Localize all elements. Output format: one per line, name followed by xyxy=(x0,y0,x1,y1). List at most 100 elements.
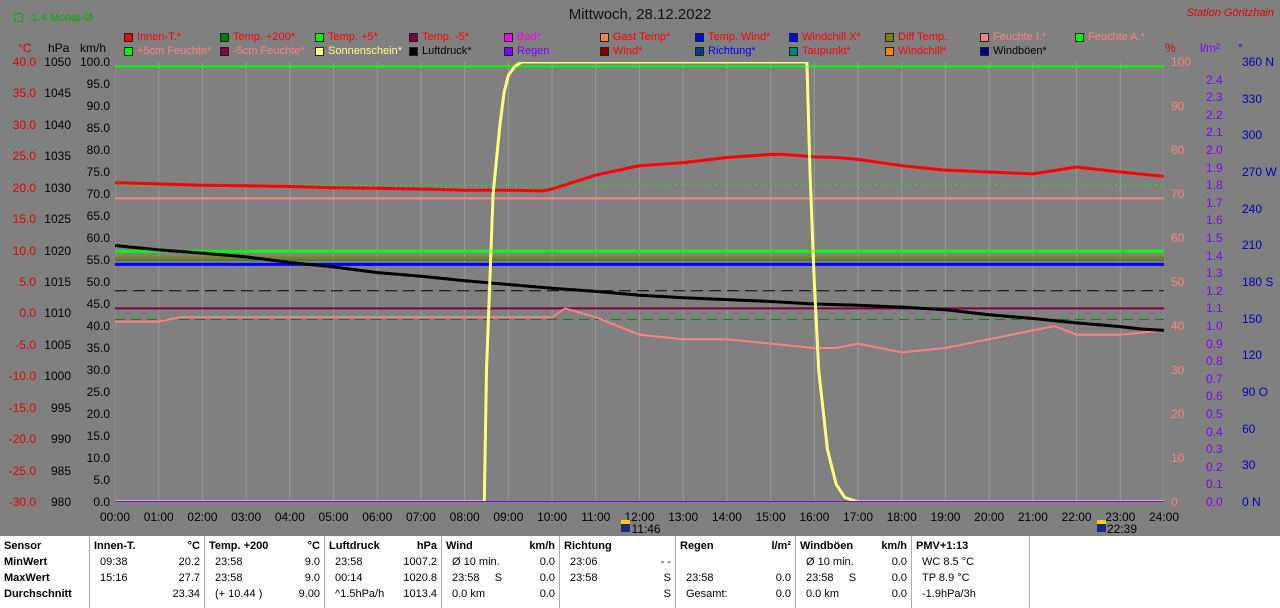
tick-label-lm2: 0.2 xyxy=(1206,459,1223,474)
tick-label-lm2: 0.6 xyxy=(1206,389,1223,404)
legend-label: Temp. +200* xyxy=(233,31,296,43)
legend-swatch xyxy=(315,46,324,56)
tick-label-hpa: 1050 xyxy=(44,55,71,69)
stats-header: Regen l/m² xyxy=(680,538,791,554)
stats-cell-left: 23:58 xyxy=(570,572,598,584)
legend-item[interactable]: Regen xyxy=(504,45,549,57)
stats-value-row: S xyxy=(564,586,671,602)
stats-title: Regen xyxy=(680,540,714,552)
tick-label-kmh: 10.0 xyxy=(86,451,110,465)
legend-item[interactable]: Temp. -5* xyxy=(409,31,469,43)
stats-table: Sensor MinWert MaxWert Durchschnitt Innen-T.… xyxy=(0,536,1280,608)
stats-value-row: 23:58 9.0 xyxy=(209,554,320,570)
stats-cell-right: 1013.4 xyxy=(403,588,437,600)
legend-item[interactable]: Temp. +5* xyxy=(315,31,378,43)
tick-label-lm2: 0.4 xyxy=(1206,424,1223,439)
legend-item[interactable]: Wind* xyxy=(600,45,642,57)
tick-label-lm2: 1.6 xyxy=(1206,213,1223,228)
monat-checkbox[interactable] xyxy=(14,13,23,22)
stats-row-label: Sensor xyxy=(4,540,42,552)
tick-label-lm2: 1.3 xyxy=(1206,266,1223,281)
x-tick-label: 22:00 xyxy=(1061,510,1092,524)
stats-cell-left: 23:58 xyxy=(215,556,243,568)
stats-unit: °C xyxy=(307,540,320,552)
legend-swatch xyxy=(695,46,704,56)
tick-label-kmh: 75.0 xyxy=(86,165,110,179)
tick-label-c: 10.0 xyxy=(12,243,36,258)
stats-cell-right: 0.0 xyxy=(775,572,791,584)
legend-label: Regen xyxy=(517,45,550,57)
legend-item[interactable]: Diff Temp. xyxy=(885,31,947,43)
legend-swatch xyxy=(124,32,133,42)
legend-swatch xyxy=(695,32,704,42)
stats-column: Windböen km/h Ø 10 min. 0.0 23:58 S 0.0 0.0 km… xyxy=(796,536,912,608)
legend-swatch xyxy=(504,46,513,56)
stats-header: Wind km/h xyxy=(446,538,555,554)
legend-label: Luftdruck* xyxy=(422,45,472,57)
tick-label-lm2: 0.0 xyxy=(1206,495,1223,509)
stats-cell-left: 15:16 xyxy=(100,572,128,584)
x-tick-label: 00:00 xyxy=(99,510,131,524)
tick-label-c: 30.0 xyxy=(12,117,36,132)
legend-item[interactable]: Luftdruck* xyxy=(409,45,472,57)
tick-label-hpa: 1025 xyxy=(44,212,71,227)
tick-label-kmh: 25.0 xyxy=(86,385,110,399)
legend-item[interactable]: Feuchte A.* xyxy=(1075,31,1145,43)
stats-unit: °C xyxy=(187,540,200,552)
tick-label-kmh: 5.0 xyxy=(93,473,110,487)
legend-item[interactable]: Windchill X* xyxy=(789,31,861,43)
tick-label-lm2: 1.0 xyxy=(1206,319,1223,333)
x-tick-label: 12:00 xyxy=(624,510,655,524)
axis-unit-deg: ° xyxy=(1238,41,1243,55)
legend-item[interactable]: Sonnenschein* xyxy=(315,45,402,57)
legend-item[interactable]: Innen-T.* xyxy=(124,31,181,43)
stats-column: Temp. +200 °C 23:58 9.0 23:58 9.0 (+ 10.44 ) 9.… xyxy=(205,536,325,608)
axis-unit-hpa: hPa xyxy=(48,41,70,55)
x-tick-label: 05:00 xyxy=(318,510,349,524)
tick-label-hpa: 980 xyxy=(50,495,71,509)
legend-item[interactable]: +5cm Feuchte* xyxy=(124,45,211,57)
legend-item[interactable]: Taupunkt* xyxy=(789,45,851,57)
stats-header: Innen-T. °C xyxy=(94,538,200,554)
stats-cell-left: 0.0 km xyxy=(806,588,840,600)
stats-cell-right: 0.0 xyxy=(539,572,555,584)
monat-label: -1.4 Monat-Ø xyxy=(28,12,93,24)
series-line xyxy=(115,62,1164,502)
stats-column: Innen-T. °C 09:38 20.2 15:16 27.7 23.34 xyxy=(90,536,205,608)
x-tick-label: 10:00 xyxy=(537,510,568,524)
stats-cell-left: Gesamt: xyxy=(686,588,728,600)
legend-swatch xyxy=(409,32,418,42)
stats-cell-right: 0.0 xyxy=(539,556,555,568)
stats-value-row: ^1.5hPa/h 1013.4 xyxy=(329,586,437,602)
tick-label-lm2: 1.9 xyxy=(1206,160,1223,175)
x-tick-label: 11:00 xyxy=(581,510,611,524)
legend-item[interactable]: -5cm Feuchte* xyxy=(220,45,305,57)
legend-item[interactable]: Richtung* xyxy=(695,45,756,57)
legend-label: Temp. Wind* xyxy=(708,31,771,43)
legend-item[interactable]: Feuchte I.* xyxy=(980,31,1046,43)
stats-value-row: 23:58 S 0.0 xyxy=(446,570,555,586)
tick-label-pct: 100 xyxy=(1171,55,1192,69)
x-tick-label: 09:00 xyxy=(493,510,524,524)
legend-item[interactable]: Bad* xyxy=(504,31,541,43)
legend-swatch xyxy=(1075,32,1084,42)
stats-row-label: MaxWert xyxy=(4,572,50,584)
legend-item[interactable]: Windchill* xyxy=(885,45,946,57)
tick-label-kmh: 85.0 xyxy=(86,121,110,135)
tick-label-lm2: 0.7 xyxy=(1206,371,1223,386)
stats-cell-left: WC 8.5 °C xyxy=(922,556,975,568)
legend-item[interactable]: Temp. +200* xyxy=(220,31,295,43)
stats-cell-left: 23:06 xyxy=(570,556,598,568)
x-tick-label: 18:00 xyxy=(886,510,917,524)
tick-label-pct: 90 xyxy=(1171,99,1185,113)
legend-item[interactable]: Gast Temp* xyxy=(600,31,670,43)
stats-unit: km/h xyxy=(881,540,907,552)
stats-cell-left: 23:58 xyxy=(686,572,714,584)
legend-item[interactable]: Windböen* xyxy=(980,45,1047,57)
legend-swatch xyxy=(600,46,609,56)
stats-value-row: 23.34 xyxy=(94,586,200,602)
legend-item[interactable]: Temp. Wind* xyxy=(695,31,770,43)
tick-label-hpa: 1040 xyxy=(44,117,71,132)
tick-label-lm2: 2.3 xyxy=(1206,90,1223,105)
legend-label: -5cm Feuchte* xyxy=(233,45,305,57)
